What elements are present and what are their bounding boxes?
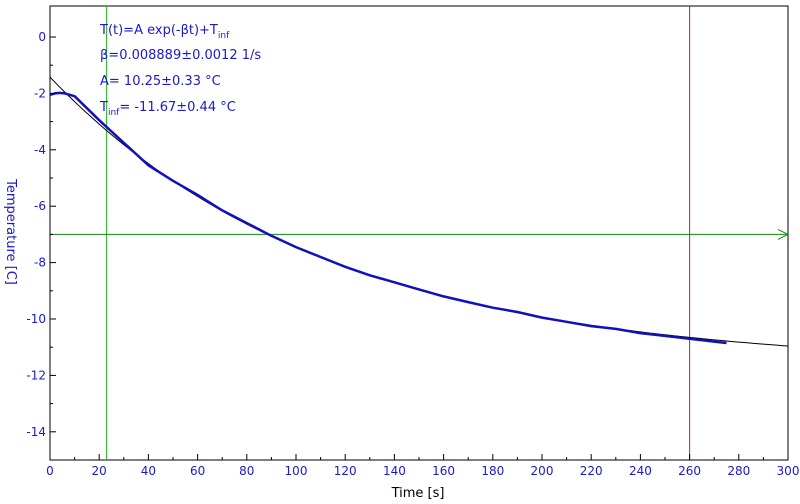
- x-tick-label-60: 60: [190, 464, 205, 478]
- x-tick-label-180: 180: [481, 464, 504, 478]
- fit-curve-layer: [49, 76, 789, 347]
- fit-amplitude-text: A= 10.25±0.33 °C: [100, 74, 221, 89]
- horizontal-line-arrow: [777, 228, 790, 240]
- y-tick-label-0: 0: [38, 30, 46, 44]
- fit-model-text: T(t)=A exp(-βt)+Tinf: [99, 23, 230, 41]
- y-tick-label--2: -2: [34, 86, 46, 100]
- fit-tinf-text: Tinf= -11.67±0.44 °C: [99, 100, 236, 118]
- y-tick-label--14: -14: [26, 425, 46, 439]
- x-tick-label-220: 220: [580, 464, 603, 478]
- fit-curve: [49, 76, 789, 347]
- x-tick-label-20: 20: [92, 464, 107, 478]
- y-axis: 0 -2 -4 -6 -8 -10 -12 -14: [26, 30, 56, 461]
- measured-temperature-series-0: [49, 91, 727, 345]
- y-tick-label--4: -4: [34, 143, 46, 157]
- x-tick-label-120: 120: [334, 464, 357, 478]
- y-tick-label--12: -12: [26, 368, 46, 382]
- x-tick-label-200: 200: [531, 464, 554, 478]
- x-axis: 0 20 40 60 80 100 120 140 160 180 200 220 240 260 280 3…: [46, 454, 799, 478]
- y-axis-title: Temperature [C]: [3, 178, 18, 285]
- fit-annotation: T(t)=A exp(-βt)+Tinf β=0.008889±0.0012 1…: [99, 23, 261, 118]
- x-tick-label-240: 240: [629, 464, 652, 478]
- x-tick-label-160: 160: [432, 464, 455, 478]
- y-tick-label--6: -6: [34, 199, 46, 213]
- x-tick-label-80: 80: [239, 464, 254, 478]
- marker-lines: [50, 6, 790, 460]
- x-tick-label-260: 260: [678, 464, 701, 478]
- x-tick-label-300: 300: [777, 464, 800, 478]
- x-tick-label-0: 0: [46, 464, 54, 478]
- fit-beta-text: β=0.008889±0.0012 1/s: [100, 48, 261, 63]
- x-tick-label-280: 280: [727, 464, 750, 478]
- x-axis-title: Time [s]: [391, 486, 445, 501]
- y-tick-label--8: -8: [34, 256, 46, 270]
- y-tick-label--10: -10: [26, 312, 46, 326]
- x-tick-label-40: 40: [141, 464, 156, 478]
- data-series-layer: [49, 91, 727, 345]
- x-tick-label-100: 100: [285, 464, 308, 478]
- x-tick-label-140: 140: [383, 464, 406, 478]
